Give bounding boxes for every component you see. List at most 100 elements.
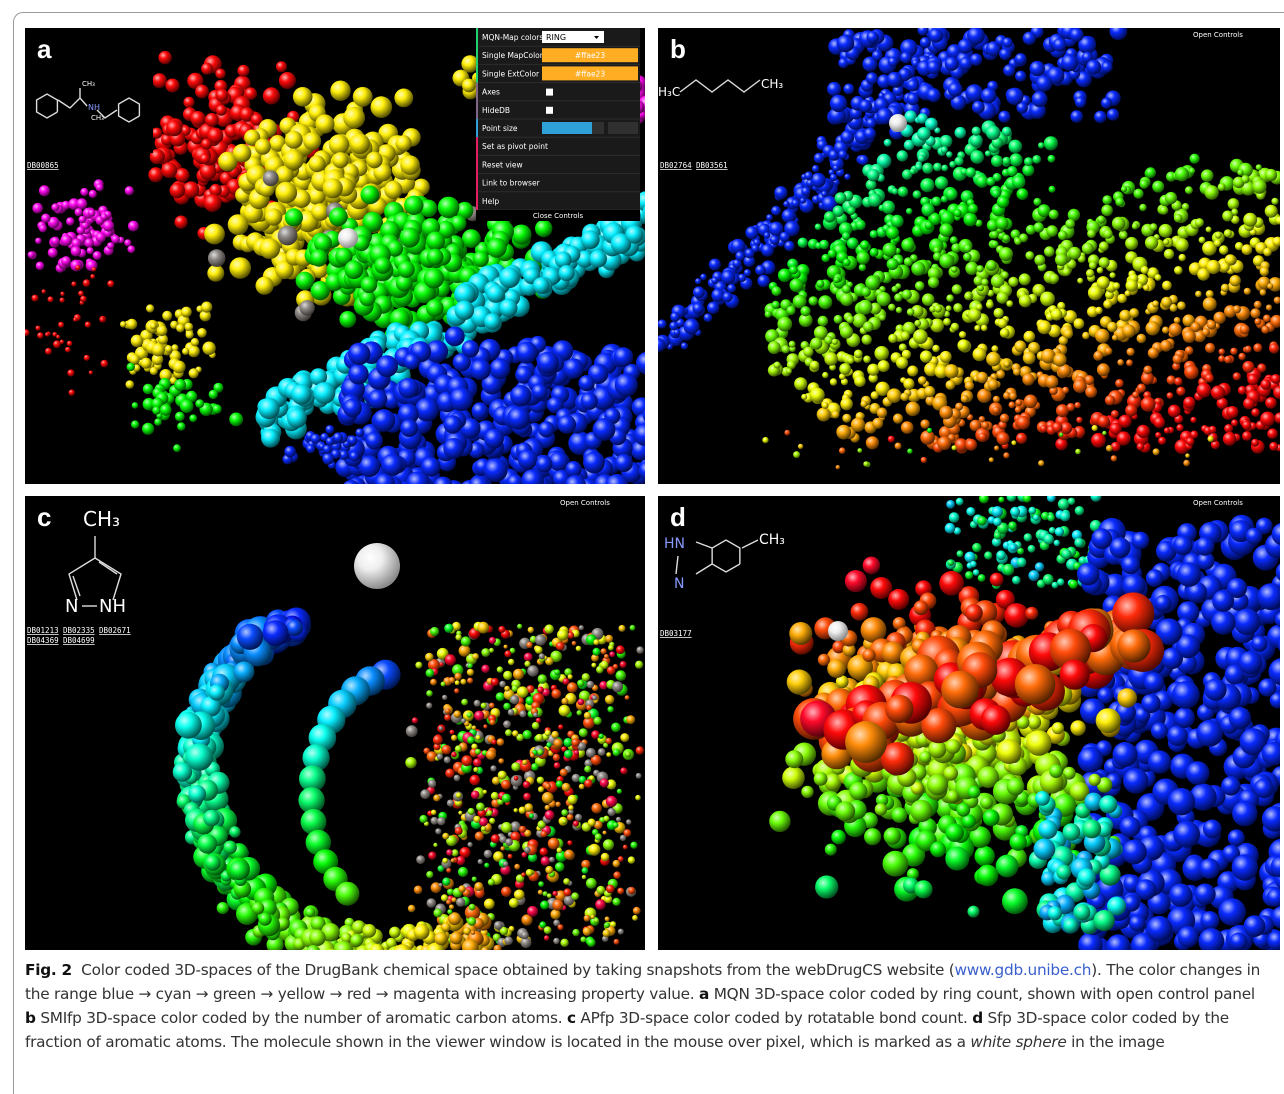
sphere	[839, 373, 846, 380]
sphere	[446, 899, 452, 905]
sphere	[627, 856, 636, 864]
sphere	[571, 773, 581, 783]
sphere	[993, 517, 1002, 527]
sphere	[308, 155, 326, 173]
sphere	[173, 444, 181, 453]
sphere	[467, 663, 473, 669]
sphere	[636, 646, 644, 654]
sphere	[550, 909, 561, 920]
sphere	[870, 391, 879, 400]
sphere	[589, 250, 607, 268]
sphere	[355, 428, 365, 437]
sphere	[581, 673, 590, 682]
sphere	[1152, 300, 1159, 308]
sphere	[557, 415, 577, 434]
sphere	[152, 73, 167, 88]
sphere	[444, 326, 465, 347]
sphere	[1196, 719, 1224, 747]
sphere	[489, 358, 511, 380]
sphere	[1105, 444, 1113, 452]
sphere	[1136, 442, 1145, 451]
sphere	[1011, 440, 1017, 446]
sphere	[1115, 379, 1124, 388]
sphere	[1202, 241, 1217, 256]
sphere	[764, 310, 772, 318]
sphere	[617, 887, 625, 895]
sphere	[583, 717, 595, 729]
sphere	[360, 276, 378, 294]
sphere	[911, 261, 926, 276]
sphere	[965, 84, 984, 102]
sphere	[529, 813, 534, 819]
sphere	[832, 205, 844, 217]
atom-label: N	[65, 596, 78, 617]
sphere	[499, 680, 506, 688]
sphere	[303, 132, 322, 151]
db-id: DB02335	[63, 626, 95, 635]
sphere	[275, 260, 294, 280]
sphere	[1060, 422, 1073, 435]
sphere	[568, 809, 574, 815]
sphere	[208, 684, 225, 701]
sphere	[984, 551, 993, 560]
sphere	[941, 164, 949, 172]
sphere	[430, 809, 437, 816]
sphere	[435, 828, 442, 835]
sphere	[863, 321, 874, 333]
sphere	[1136, 383, 1146, 393]
sphere	[463, 927, 471, 936]
sphere	[1263, 314, 1271, 323]
sphere	[512, 730, 519, 737]
sphere	[1091, 432, 1106, 448]
sphere	[468, 903, 476, 911]
sphere	[862, 56, 878, 72]
sphere	[999, 328, 1010, 338]
sphere	[239, 107, 254, 122]
sphere	[1052, 38, 1067, 52]
sphere	[996, 195, 1010, 209]
sphere	[546, 742, 552, 748]
sphere	[604, 694, 615, 705]
sphere	[1260, 411, 1276, 427]
sphere	[903, 378, 915, 390]
sphere	[56, 334, 61, 339]
sphere	[456, 201, 474, 220]
sphere	[577, 742, 586, 751]
sphere	[47, 296, 54, 303]
sphere	[917, 28, 929, 36]
sphere	[513, 808, 518, 813]
sphere	[925, 117, 938, 131]
sphere	[1012, 175, 1026, 189]
sphere	[801, 186, 811, 196]
sphere	[1120, 186, 1128, 193]
sphere	[949, 161, 957, 168]
sphere	[996, 432, 1010, 446]
sphere	[254, 138, 271, 155]
sphere	[1078, 35, 1097, 54]
sphere	[1057, 498, 1070, 510]
sphere	[818, 295, 833, 310]
sphere	[839, 363, 851, 375]
sphere	[369, 943, 385, 950]
sphere	[572, 820, 580, 827]
sphere	[1016, 557, 1027, 568]
sphere	[322, 444, 332, 454]
sphere	[71, 238, 82, 249]
sphere	[628, 887, 636, 895]
sphere	[975, 303, 983, 311]
sphere	[777, 316, 793, 332]
sphere	[1009, 153, 1023, 167]
sphere	[552, 890, 558, 897]
sphere	[100, 213, 108, 221]
sphere	[1153, 416, 1166, 429]
sphere	[892, 413, 904, 424]
sphere	[442, 857, 449, 864]
sphere	[1220, 283, 1230, 293]
sphere	[481, 648, 491, 657]
sphere	[1029, 60, 1045, 77]
sphere	[635, 794, 641, 801]
sphere	[894, 293, 903, 302]
sphere	[1042, 574, 1054, 585]
sphere	[1231, 419, 1239, 427]
sphere	[998, 496, 1005, 503]
